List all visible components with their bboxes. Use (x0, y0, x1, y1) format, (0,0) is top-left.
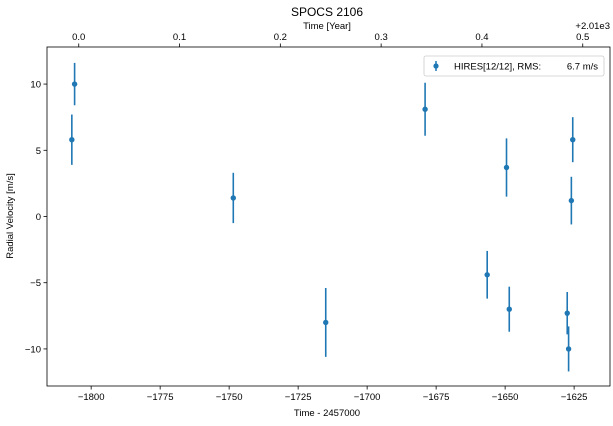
top-tick-label: 0.1 (173, 32, 186, 43)
top-axis-offset: +2.01e3 (575, 21, 610, 32)
legend-series-name: HIRES[12/12], RMS: (454, 62, 541, 73)
x-tick-label: −1775 (147, 392, 174, 403)
data-point (503, 164, 510, 171)
data-point (570, 136, 576, 143)
y-tick-label: 5 (36, 146, 41, 157)
plot-frame (46, 46, 611, 387)
legend-rms-value: 6.7 m/s (567, 62, 598, 73)
left-axis-ticks: −10 −5 0 5 10 (25, 80, 47, 355)
x-tick-label: −1750 (216, 392, 243, 403)
data-point (230, 195, 236, 201)
top-tick-label: 0.3 (375, 32, 388, 43)
data-point (69, 136, 75, 143)
top-tick-label: 0.5 (576, 32, 589, 43)
bottom-axis-ticks: −1800 −1775 −1750 −1725 −1700 −1675 −1650 −1625 (78, 386, 588, 403)
top-tick-label: 0.4 (475, 32, 488, 43)
data-marks (69, 62, 576, 372)
chart-title: SPOCS 2106 (291, 5, 363, 19)
y-axis-label: Radial Velocity [m/s] (5, 173, 16, 259)
x-tick-label: −1725 (285, 392, 312, 403)
top-tick-label: 0.2 (274, 32, 287, 43)
y-tick-label: 0 (36, 212, 41, 223)
data-point (568, 197, 575, 204)
y-tick-label: 10 (30, 80, 41, 91)
top-axis-ticks: 0.0 0.1 0.2 0.3 0.4 0.5 (72, 32, 589, 47)
legend-marker (433, 63, 439, 69)
x-tick-label: −1800 (78, 392, 105, 403)
x-tick-label: −1650 (492, 392, 519, 403)
x-axis-label: Time - 2457000 (294, 408, 360, 419)
y-tick-label: −5 (30, 278, 41, 289)
x-tick-label: −1700 (354, 392, 381, 403)
data-point (564, 310, 570, 316)
x-tick-label: −1625 (561, 392, 588, 403)
y-tick-label: −10 (25, 344, 41, 355)
legend-box (423, 55, 605, 77)
data-point (565, 346, 572, 352)
top-tick-label: 0.0 (72, 32, 85, 43)
data-point (71, 81, 78, 87)
x-tick-label: −1675 (423, 392, 450, 403)
data-point (422, 106, 428, 112)
legend: HIRES[12/12], RMS: 6.7 m/s (423, 55, 605, 77)
data-point (506, 306, 512, 312)
data-point (484, 272, 490, 278)
data-point (323, 319, 329, 326)
top-axis-label: Time [Year] (303, 21, 351, 32)
